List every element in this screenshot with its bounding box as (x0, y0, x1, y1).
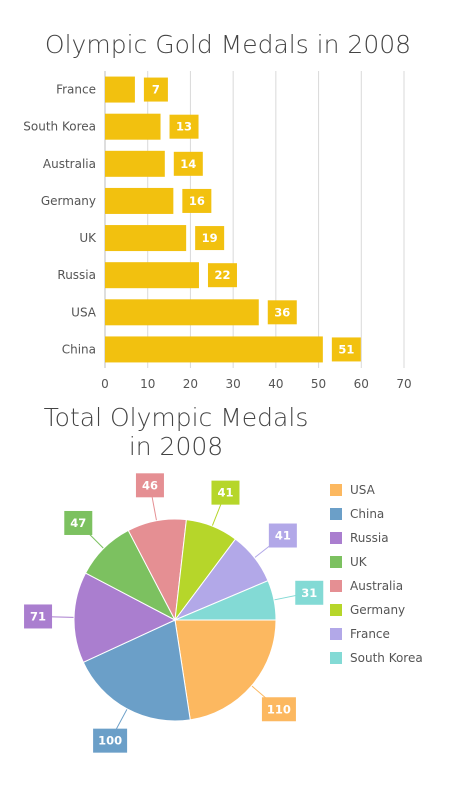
data-label-box (195, 226, 225, 251)
pie-data-label: 46 (142, 478, 158, 492)
bar[interactable] (105, 336, 323, 363)
bar[interactable] (105, 187, 174, 214)
legend-label: Australia (350, 579, 403, 593)
pie-data-label: 110 (267, 702, 291, 716)
bar-data-label: 22 (214, 268, 230, 282)
total-medals-pie-chart: Total Olympic Medals in 2008 110 100 71 47 4… (24, 403, 423, 753)
x-tick-label: 40 (268, 377, 283, 391)
legend-swatch (330, 556, 342, 568)
legend-label: UK (350, 555, 368, 569)
legend-item[interactable]: Russia (330, 531, 389, 545)
category-label: USA (71, 305, 97, 319)
pie-data-label: 41 (275, 529, 291, 543)
data-label-box (135, 473, 164, 498)
data-label-box (261, 697, 296, 722)
bar-chart-bars: 7 13 14 16 19 22 36 51 (105, 76, 361, 363)
x-tick-label: 20 (183, 377, 198, 391)
pie-data-label: 41 (217, 486, 233, 500)
bar-data-label: 51 (338, 342, 354, 356)
category-label: Germany (41, 194, 96, 208)
x-tick-label: 50 (311, 377, 326, 391)
legend-item[interactable]: Australia (330, 579, 403, 593)
pie-chart-data-labels: 110 100 71 47 46 41 41 31 (24, 473, 324, 753)
bar-data-label: 16 (189, 194, 205, 208)
pie-data-label: 100 (98, 734, 122, 748)
data-label-box (267, 300, 297, 325)
data-label-box (211, 480, 240, 505)
legend-label: USA (350, 483, 376, 497)
bar[interactable] (105, 113, 161, 140)
bar[interactable] (105, 225, 187, 252)
legend-item[interactable]: Germany (330, 603, 405, 617)
pie-data-label: 71 (30, 609, 46, 623)
legend-swatch (330, 532, 342, 544)
legend-swatch (330, 604, 342, 616)
legend-label: Russia (350, 531, 389, 545)
data-label-box (173, 151, 203, 176)
x-tick-label: 70 (396, 377, 411, 391)
category-label: Russia (57, 268, 96, 282)
legend-swatch (330, 508, 342, 520)
data-label-box (268, 523, 297, 548)
x-tick-label: 10 (140, 377, 155, 391)
pie-slice[interactable] (174, 580, 277, 621)
pie-chart-slices (73, 518, 277, 722)
bar-data-label: 13 (176, 120, 192, 134)
legend-item[interactable]: UK (330, 555, 368, 569)
legend-label: Germany (350, 603, 405, 617)
bar-chart-value-axis: 0 10 20 30 40 50 60 70 (101, 377, 411, 391)
bar-data-label: 36 (274, 305, 290, 319)
pie-data-label: 31 (301, 586, 317, 600)
legend-swatch (330, 652, 342, 664)
pie-data-label: 47 (70, 516, 86, 530)
data-label-box (93, 728, 128, 753)
category-label: China (62, 342, 96, 356)
legend-label: China (350, 507, 384, 521)
legend-label: South Korea (350, 651, 423, 665)
legend-swatch (330, 580, 342, 592)
category-label: Australia (43, 157, 96, 171)
category-label: South Korea (23, 120, 96, 134)
pie-slice[interactable] (174, 619, 277, 721)
bar-chart-category-axis: France South Korea Australia Germany UK Russi… (23, 83, 97, 357)
data-label-box (295, 580, 324, 605)
pie-slice[interactable] (73, 572, 177, 663)
bar-data-label: 14 (180, 157, 196, 171)
x-tick-label: 60 (354, 377, 369, 391)
legend-item[interactable]: USA (330, 483, 376, 497)
bar[interactable] (105, 299, 259, 326)
category-label: UK (79, 231, 97, 245)
legend-swatch (330, 628, 342, 640)
data-label-box (331, 337, 361, 362)
legend-item[interactable]: South Korea (330, 651, 423, 665)
data-label-box (64, 510, 93, 535)
gold-medals-bar-chart: Olympic Gold Medals in 2008 7 13 14 16 19 22 3… (23, 30, 411, 391)
bar-data-label: 7 (152, 83, 160, 97)
legend-swatch (330, 484, 342, 496)
bar[interactable] (105, 262, 199, 289)
x-tick-label: 0 (101, 377, 109, 391)
bar-data-label: 19 (202, 231, 218, 245)
data-label-box (207, 263, 237, 288)
pie-chart-title-line-2: in 2008 (129, 432, 223, 461)
data-label-box (24, 604, 53, 629)
data-label-box (182, 188, 212, 213)
data-label-box (169, 114, 199, 139)
legend-item[interactable]: China (330, 507, 384, 521)
bar-chart-title: Olympic Gold Medals in 2008 (45, 30, 411, 59)
data-label-box (143, 77, 168, 102)
pie-chart-legend[interactable]: USA China Russia UK Australia Germany France So… (330, 483, 423, 665)
legend-label: France (350, 627, 390, 641)
bar[interactable] (105, 76, 135, 103)
pie-chart-title-line-1: Total Olympic Medals (44, 403, 309, 432)
pie-slice[interactable] (82, 619, 191, 722)
legend-item[interactable]: France (330, 627, 390, 641)
category-label: France (56, 83, 96, 97)
bar[interactable] (105, 150, 165, 177)
x-tick-label: 30 (226, 377, 241, 391)
